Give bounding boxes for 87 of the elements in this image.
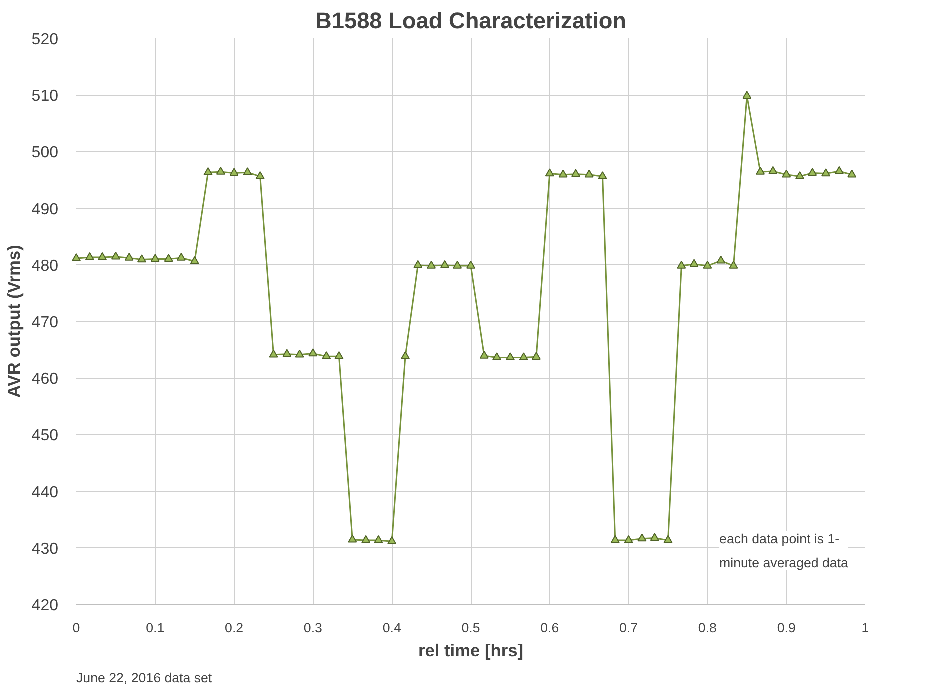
x-tick-label: 0.9 — [777, 620, 796, 636]
y-tick-label: 480 — [32, 258, 59, 275]
point — [768, 166, 778, 174]
x-tick-label: 0 — [72, 620, 80, 636]
y-axis-title: AVR output (Vrms) — [4, 245, 24, 398]
point — [796, 171, 805, 180]
point — [690, 259, 699, 268]
point — [295, 350, 304, 358]
y-tick-label: 500 — [32, 144, 59, 162]
point — [440, 260, 450, 268]
point — [638, 534, 647, 542]
point — [624, 535, 634, 544]
point — [230, 168, 239, 176]
point — [243, 168, 252, 176]
point — [466, 260, 476, 269]
y-tick-label: 450 — [32, 428, 59, 445]
y-tick-label: 440 — [32, 484, 59, 502]
point — [808, 168, 818, 176]
x-tick-label: 0.7 — [620, 620, 638, 636]
point — [111, 252, 120, 260]
point — [506, 352, 515, 361]
y-tick-label: 510 — [32, 88, 59, 106]
point — [532, 352, 541, 360]
point — [282, 349, 292, 358]
point — [204, 168, 213, 176]
point — [848, 170, 857, 178]
point — [729, 260, 738, 269]
point — [834, 166, 844, 174]
text: June 22, 2016 data set — [76, 670, 212, 686]
y-tick-label: 520 — [32, 32, 59, 48]
point — [190, 256, 200, 264]
y-tick-label: 490 — [32, 201, 59, 218]
point — [85, 252, 94, 260]
point — [756, 166, 766, 175]
point — [256, 171, 265, 180]
point — [98, 252, 108, 260]
point — [362, 535, 371, 544]
point — [72, 254, 81, 262]
x-tick-label: 1 — [862, 620, 870, 636]
point — [742, 91, 752, 100]
point — [610, 535, 620, 544]
point — [216, 166, 226, 175]
point — [374, 535, 384, 544]
point — [269, 350, 278, 358]
point — [150, 254, 160, 262]
point — [388, 536, 397, 544]
point — [782, 170, 792, 178]
y-tick-label: 470 — [32, 314, 59, 332]
x-tick-label: 0.6 — [540, 620, 560, 636]
chart-title: B1588 Load Characterization — [316, 8, 627, 34]
point — [414, 260, 423, 268]
point — [598, 171, 608, 180]
point — [558, 170, 568, 178]
x-tick-label: 0.3 — [304, 620, 322, 636]
point — [401, 351, 410, 360]
point — [453, 260, 462, 269]
point — [322, 351, 332, 360]
x-tick-label: 0.2 — [225, 620, 244, 636]
point — [650, 533, 660, 542]
x-tick-label: 0.4 — [382, 620, 402, 636]
point — [164, 254, 174, 262]
point — [427, 260, 436, 269]
x-axis-title: rel time [hrs] — [418, 640, 524, 660]
point — [492, 352, 502, 361]
point — [822, 168, 831, 177]
point — [480, 350, 489, 359]
x-tick-label: 0.1 — [146, 620, 165, 636]
point — [124, 252, 134, 261]
point — [571, 169, 580, 178]
point — [545, 168, 554, 177]
x-tick-label: 0.5 — [462, 620, 480, 636]
y-tick-label: 430 — [32, 540, 59, 558]
point — [137, 254, 146, 263]
point — [584, 170, 594, 178]
point — [519, 352, 528, 361]
point — [716, 256, 726, 264]
point — [176, 252, 186, 261]
x-tick-label: 0.8 — [698, 620, 717, 636]
point — [348, 534, 358, 543]
point — [664, 535, 673, 544]
y-tick-label: 460 — [32, 371, 59, 388]
point — [703, 260, 712, 269]
point — [308, 348, 318, 357]
point — [334, 351, 344, 360]
point — [677, 260, 686, 269]
y-tick-label: 420 — [32, 598, 59, 614]
annotation: each data point is 1- minute averaged data — [720, 532, 850, 571]
